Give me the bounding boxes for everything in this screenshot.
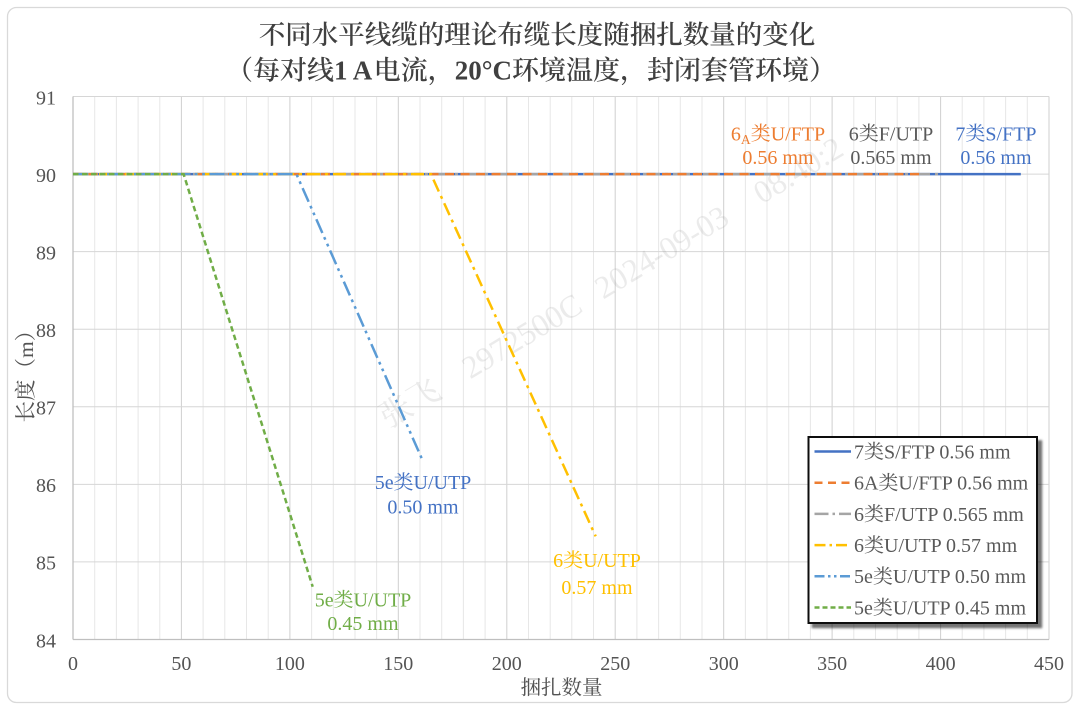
svg-text:A: A bbox=[741, 132, 751, 147]
svg-text:F/UTP: F/UTP bbox=[879, 123, 933, 145]
svg-text:S/FTP: S/FTP bbox=[985, 123, 1036, 145]
svg-text:88: 88 bbox=[36, 320, 56, 342]
svg-text:200: 200 bbox=[492, 653, 522, 675]
svg-text:U/UTP 0.57 mm: U/UTP 0.57 mm bbox=[884, 535, 1018, 557]
svg-text:90: 90 bbox=[36, 165, 56, 187]
svg-text:250: 250 bbox=[600, 653, 630, 675]
svg-text:87: 87 bbox=[36, 398, 56, 420]
svg-text:6: 6 bbox=[849, 123, 859, 145]
svg-text:450: 450 bbox=[1034, 653, 1064, 675]
svg-text:5e: 5e bbox=[854, 566, 873, 588]
svg-text:50: 50 bbox=[171, 653, 191, 675]
svg-text:150: 150 bbox=[383, 653, 413, 675]
svg-text:m: m bbox=[14, 341, 38, 358]
svg-text:7: 7 bbox=[854, 441, 864, 463]
svg-text:U/FTP: U/FTP bbox=[771, 123, 825, 145]
svg-text:7: 7 bbox=[955, 123, 965, 145]
svg-text:0.56 mm: 0.56 mm bbox=[960, 147, 1032, 169]
svg-text:0.565 mm: 0.565 mm bbox=[850, 147, 932, 169]
svg-text:F/UTP 0.565 mm: F/UTP 0.565 mm bbox=[884, 504, 1024, 526]
svg-text:6A: 6A bbox=[854, 473, 879, 495]
svg-text:U/UTP 0.50 mm: U/UTP 0.50 mm bbox=[893, 566, 1027, 588]
svg-text:20°C: 20°C bbox=[455, 56, 512, 86]
svg-text:5e: 5e bbox=[375, 472, 394, 494]
svg-text:U/UTP: U/UTP bbox=[583, 550, 641, 572]
svg-text:350: 350 bbox=[817, 653, 847, 675]
svg-text:0.56 mm: 0.56 mm bbox=[742, 147, 814, 169]
svg-text:U/UTP 0.45 mm: U/UTP 0.45 mm bbox=[893, 597, 1027, 619]
svg-text:U/UTP: U/UTP bbox=[354, 590, 412, 612]
svg-text:300: 300 bbox=[709, 653, 739, 675]
svg-text:86: 86 bbox=[36, 475, 56, 497]
svg-text:6: 6 bbox=[854, 504, 864, 526]
svg-text:400: 400 bbox=[926, 653, 956, 675]
svg-text:0.50 mm: 0.50 mm bbox=[387, 497, 459, 519]
svg-text:85: 85 bbox=[36, 553, 56, 575]
svg-text:91: 91 bbox=[36, 87, 56, 109]
svg-text:84: 84 bbox=[36, 630, 56, 652]
svg-text:0.57 mm: 0.57 mm bbox=[561, 577, 633, 599]
svg-text:0: 0 bbox=[68, 653, 78, 675]
svg-text:U/FTP 0.56 mm: U/FTP 0.56 mm bbox=[898, 473, 1028, 495]
svg-text:1 A: 1 A bbox=[334, 56, 373, 86]
svg-text:5e: 5e bbox=[854, 597, 873, 619]
svg-text:S/FTP 0.56 mm: S/FTP 0.56 mm bbox=[884, 441, 1011, 463]
svg-text:100: 100 bbox=[275, 653, 305, 675]
svg-text:6: 6 bbox=[553, 550, 563, 572]
svg-text:U/UTP: U/UTP bbox=[414, 472, 472, 494]
svg-text:6: 6 bbox=[854, 535, 864, 557]
svg-text:89: 89 bbox=[36, 242, 56, 264]
svg-text:0.45 mm: 0.45 mm bbox=[327, 613, 399, 635]
svg-text:5e: 5e bbox=[315, 590, 334, 612]
svg-text:6: 6 bbox=[731, 123, 741, 145]
